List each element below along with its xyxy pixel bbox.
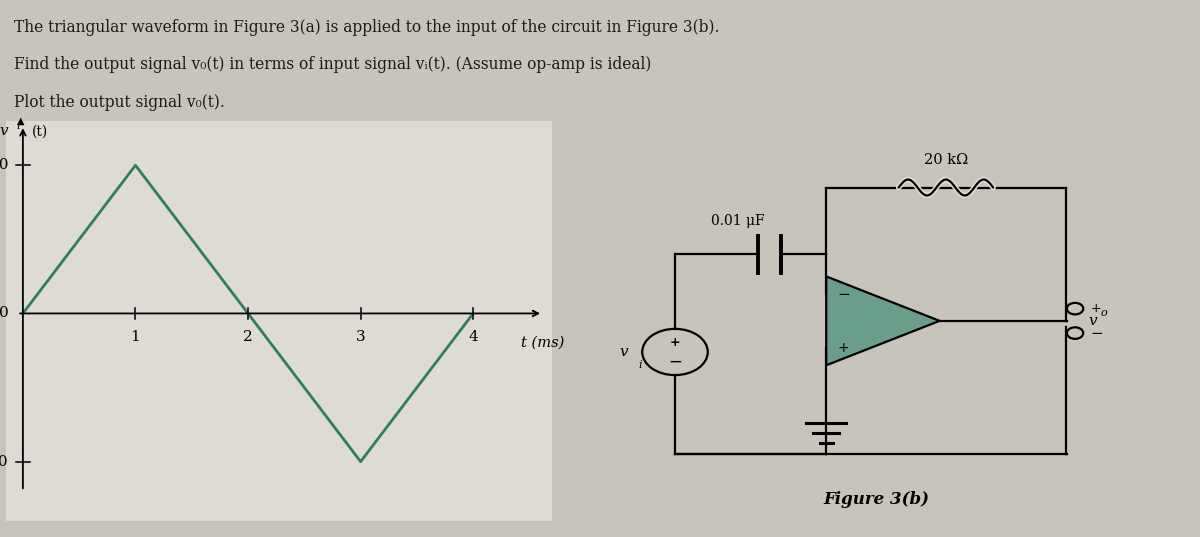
Text: 0: 0 xyxy=(0,307,8,321)
Text: 1: 1 xyxy=(131,330,140,344)
Text: 20 kΩ: 20 kΩ xyxy=(924,154,968,168)
Text: 4: 4 xyxy=(468,330,478,344)
Text: Find the output signal v₀(t) in terms of input signal vᵢ(t). (Assume op-amp is i: Find the output signal v₀(t) in terms of… xyxy=(14,56,652,74)
Text: ▲: ▲ xyxy=(17,116,24,126)
Text: −: − xyxy=(838,287,851,302)
Text: Plot the output signal v₀(t).: Plot the output signal v₀(t). xyxy=(14,94,226,111)
Text: 10: 10 xyxy=(0,158,8,172)
Text: v: v xyxy=(1088,314,1098,328)
Text: i: i xyxy=(638,360,642,370)
Text: +: + xyxy=(670,336,680,349)
Text: v: v xyxy=(619,345,628,359)
Text: 3: 3 xyxy=(356,330,366,344)
Polygon shape xyxy=(827,277,940,365)
Text: −: − xyxy=(1091,325,1104,340)
Text: i: i xyxy=(16,121,19,131)
Text: t (ms): t (ms) xyxy=(521,336,565,350)
Text: v: v xyxy=(0,124,8,138)
Text: Figure 3(b): Figure 3(b) xyxy=(823,491,930,507)
Text: +: + xyxy=(838,340,850,354)
Text: 0.01 μF: 0.01 μF xyxy=(712,214,764,228)
Text: −: − xyxy=(668,353,682,371)
Text: +: + xyxy=(1091,302,1102,315)
Text: The triangular waveform in Figure 3(a) is applied to the input of the circuit in: The triangular waveform in Figure 3(a) i… xyxy=(14,19,720,36)
Text: (t): (t) xyxy=(32,124,48,138)
Text: -10: -10 xyxy=(0,455,8,469)
Text: 2: 2 xyxy=(244,330,253,344)
Text: o: o xyxy=(1100,308,1108,318)
